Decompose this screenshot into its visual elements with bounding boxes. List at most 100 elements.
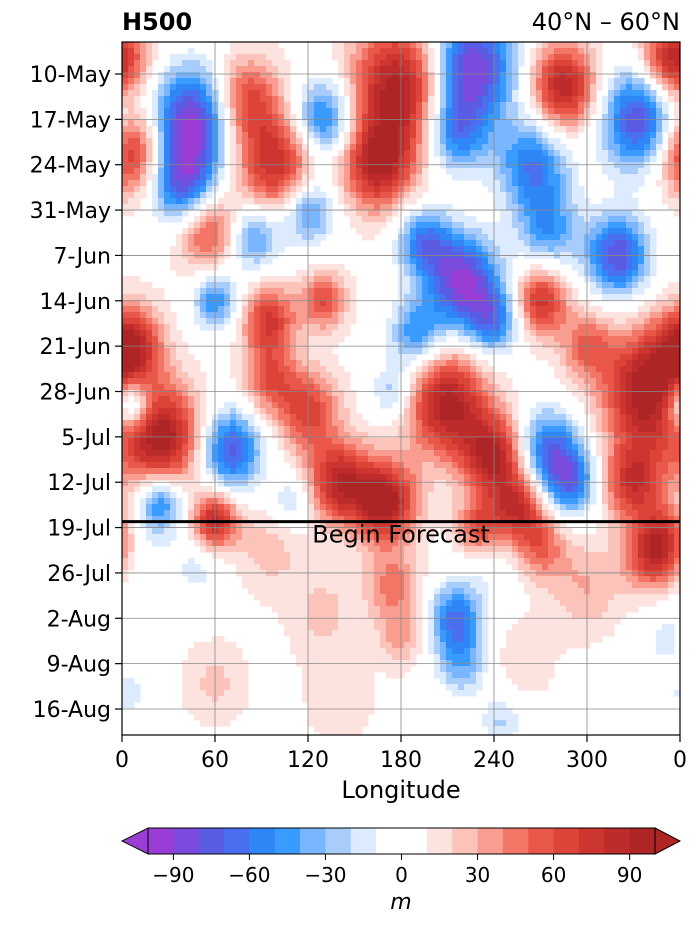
field-cell [644,240,651,247]
field-cell [626,174,633,181]
field-cell [632,312,639,319]
field-cell [296,282,303,289]
field-cell [302,174,309,181]
field-cell [644,396,651,403]
field-cell [284,228,291,235]
field-cell [506,222,513,229]
field-cell [560,312,567,319]
field-cell [140,378,147,385]
field-cell [392,372,399,379]
field-cell [458,102,465,109]
field-cell [392,180,399,187]
field-cell [158,84,165,91]
field-cell [644,60,651,67]
field-cell [632,90,639,97]
field-cell [380,132,387,139]
field-cell [512,210,519,217]
field-cell [494,240,501,247]
field-cell [566,78,573,85]
field-cell [650,318,657,325]
field-cell [572,420,579,427]
field-cell [506,198,513,205]
field-cell [158,312,165,319]
field-cell [602,228,609,235]
field-cell [668,366,675,373]
field-cell [656,120,663,127]
field-cell [446,216,453,223]
field-cell [194,312,201,319]
field-cell [548,354,555,361]
field-cell [152,342,159,349]
field-cell [638,180,645,187]
field-cell [530,210,537,217]
field-cell [272,288,279,295]
field-cell [332,360,339,367]
field-cell [392,108,399,115]
field-cell [464,78,471,85]
field-cell [362,174,369,181]
field-cell [470,246,477,253]
field-cell [608,330,615,337]
field-cell [290,222,297,229]
field-cell [332,426,339,433]
field-cell [188,426,195,433]
field-cell [572,306,579,313]
field-cell [632,72,639,79]
field-cell [656,396,663,403]
field-cell [332,102,339,109]
field-cell [542,306,549,313]
field-cell [206,210,213,217]
field-cell [488,222,495,229]
field-cell [506,96,513,103]
field-cell [536,78,543,85]
field-cell [128,378,135,385]
field-cell [170,96,177,103]
field-cell [260,144,267,151]
field-cell [128,198,135,205]
field-cell [542,444,549,451]
field-cell [602,162,609,169]
field-cell [518,276,525,283]
field-cell [332,264,339,271]
field-cell [206,78,213,85]
field-cell [290,240,297,247]
field-cell [518,216,525,223]
field-cell [554,246,561,253]
field-cell [416,366,423,373]
field-cell [176,342,183,349]
field-cell [614,288,621,295]
field-cell [128,96,135,103]
field-cell [488,54,495,61]
field-cell [176,402,183,409]
field-cell [296,390,303,397]
field-cell [428,264,435,271]
field-cell [254,312,261,319]
field-cell [248,162,255,169]
field-cell [512,186,519,193]
field-cell [248,348,255,355]
field-cell [434,270,441,277]
field-cell [632,324,639,331]
field-cell [560,240,567,247]
field-cell [512,438,519,445]
field-cell [626,318,633,325]
field-cell [536,168,543,175]
field-cell [332,366,339,373]
field-cell [338,306,345,313]
field-cell [302,114,309,121]
field-cell [554,336,561,343]
field-cell [662,60,669,67]
field-cell [668,312,675,319]
field-cell [458,294,465,301]
field-cell [248,192,255,199]
field-cell [620,126,627,133]
field-cell [404,126,411,133]
field-cell [122,150,129,157]
field-cell [416,288,423,295]
field-cell [626,408,633,415]
field-cell [170,90,177,97]
field-cell [590,258,597,265]
field-cell [260,156,267,163]
field-cell [248,138,255,145]
field-cell [218,426,225,433]
